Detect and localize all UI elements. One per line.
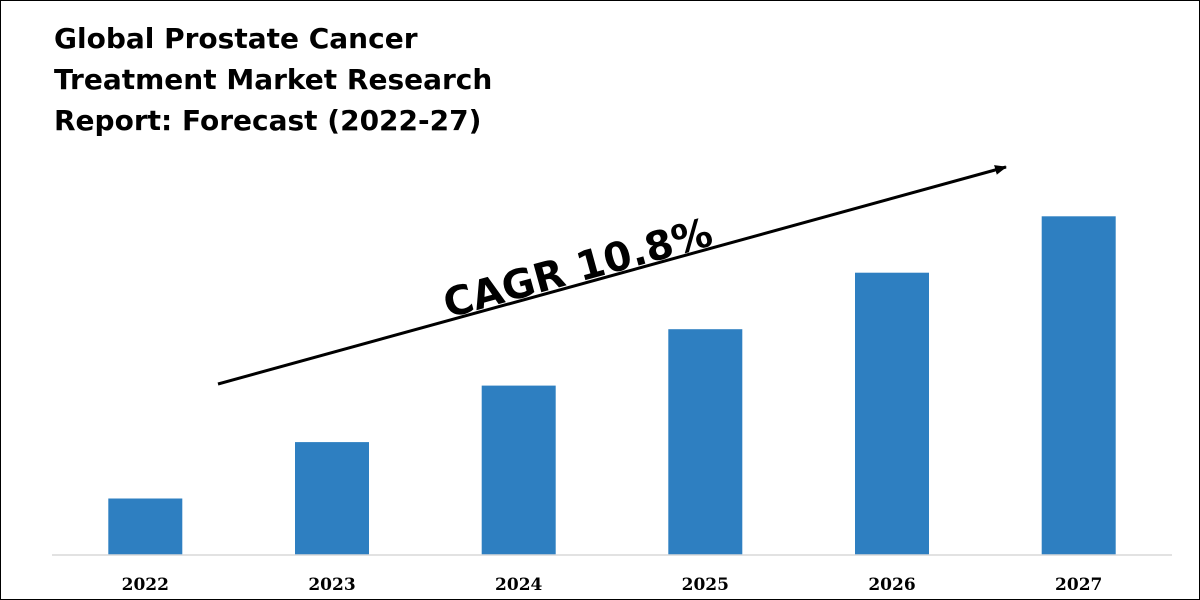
x-tick-label-2025: 2025 [682,575,729,595]
bar-2025 [668,329,743,555]
chart-title: Global Prostate Cancer Treatment Market … [54,22,493,137]
bar-2024 [481,385,556,555]
bar-2022 [108,498,183,555]
bar-2023 [295,442,369,555]
bar-2026 [855,272,929,555]
x-tick-label-2023: 2023 [308,575,355,595]
bars-group [108,216,1116,556]
bar-2027 [1041,216,1116,556]
x-tick-label-2027: 2027 [1055,575,1102,595]
cagr-annotation: CAGR 10.8% [438,210,717,328]
x-axis-ticks: 2022 2023 2024 2025 2026 2027 [122,575,1103,595]
x-tick-label-2024: 2024 [495,575,542,595]
x-tick-label-2026: 2026 [868,575,915,595]
x-tick-label-2022: 2022 [122,575,169,595]
trend-arrow [217,165,1007,386]
